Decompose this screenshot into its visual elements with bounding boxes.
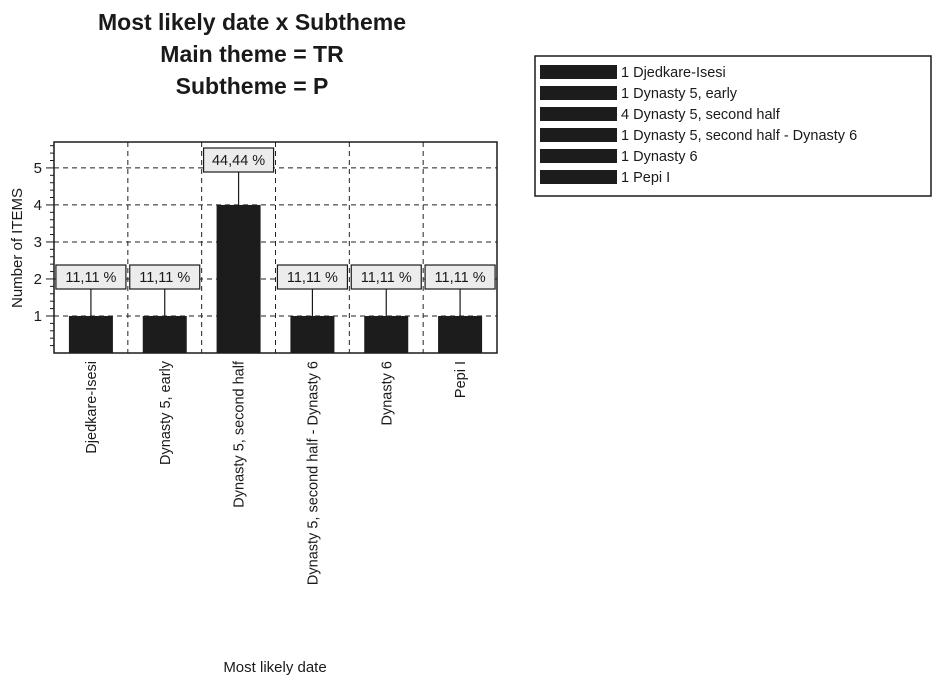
x-tick-label: Dynasty 5, second half — [232, 360, 248, 508]
data-label-box — [276, 264, 349, 290]
legend-entry: 1 Dynasty 6 — [621, 149, 698, 165]
legend-swatch — [540, 149, 617, 163]
data-label: 11,11 % — [287, 270, 338, 286]
data-label-box — [129, 264, 201, 290]
x-tick-label: Dynasty 6 — [379, 361, 395, 425]
bar — [142, 315, 187, 353]
legend-swatch — [540, 170, 617, 184]
bar — [290, 315, 335, 353]
data-label-box — [55, 264, 127, 290]
chart-title-line-1: Most likely date x Subtheme — [98, 9, 406, 35]
chart-title-line-3: Subtheme = P — [176, 73, 329, 99]
chart-title: Most likely date x Subtheme Main theme =… — [98, 9, 406, 99]
legend-swatch — [540, 107, 617, 121]
chart-title-line-2: Main theme = TR — [160, 41, 344, 67]
y-tick-label: 4 — [34, 197, 42, 214]
legend-swatch — [540, 128, 617, 142]
x-axis-category-labels: Djedkare-Isesi Dynasty 5, early Dynasty 5,… — [84, 360, 469, 585]
legend-entry: 4 Dynasty 5, second half — [621, 107, 781, 123]
legend-swatch — [540, 65, 617, 79]
plot-frame — [53, 141, 498, 354]
bars — [68, 204, 483, 353]
y-tick-label: 5 — [34, 160, 42, 177]
data-label: 11,11 % — [435, 270, 486, 286]
legend-entry: 1 Djedkare-Isesi — [621, 65, 726, 81]
data-label-box — [202, 147, 275, 173]
plot-grid — [54, 142, 497, 353]
x-tick-label: Djedkare-Isesi — [84, 361, 100, 454]
data-label-box — [350, 264, 422, 290]
bar — [438, 315, 483, 353]
y-axis-ticks: 1 2 3 4 5 — [34, 145, 54, 347]
data-label: 11,11 % — [361, 270, 412, 286]
x-tick-label: Pepi I — [453, 361, 469, 398]
legend: 1 Djedkare-Isesi 1 Dynasty 5, early 4 Dyna… — [534, 55, 932, 197]
y-axis-label: Number of ITEMS — [9, 188, 26, 308]
x-axis-label: Most likely date — [223, 659, 326, 676]
y-tick-label: 3 — [34, 234, 42, 251]
bar — [364, 315, 409, 353]
bar — [216, 204, 261, 353]
data-label: 11,11 % — [139, 270, 190, 286]
legend-entry: 1 Pepi I — [621, 170, 670, 186]
bar — [68, 315, 113, 353]
legend-swatch — [540, 86, 617, 100]
data-label: 44,44 % — [212, 153, 265, 169]
legend-entry: 1 Dynasty 5, second half - Dynasty 6 — [621, 128, 857, 144]
data-label: 11,11 % — [65, 270, 116, 286]
data-label-box — [424, 264, 496, 290]
y-tick-label: 2 — [34, 271, 42, 288]
data-labels: 11,11 % 11,11 % 44,44 % 11,11 % 11,11 % 11,11… — [55, 147, 496, 316]
legend-items: 1 Djedkare-Isesi 1 Dynasty 5, early 4 Dyna… — [540, 65, 857, 186]
x-tick-label: Dynasty 5, second half - Dynasty 6 — [305, 361, 321, 585]
y-tick-label: 1 — [34, 308, 42, 325]
x-tick-label: Dynasty 5, early — [158, 360, 174, 465]
legend-entry: 1 Dynasty 5, early — [621, 86, 738, 102]
